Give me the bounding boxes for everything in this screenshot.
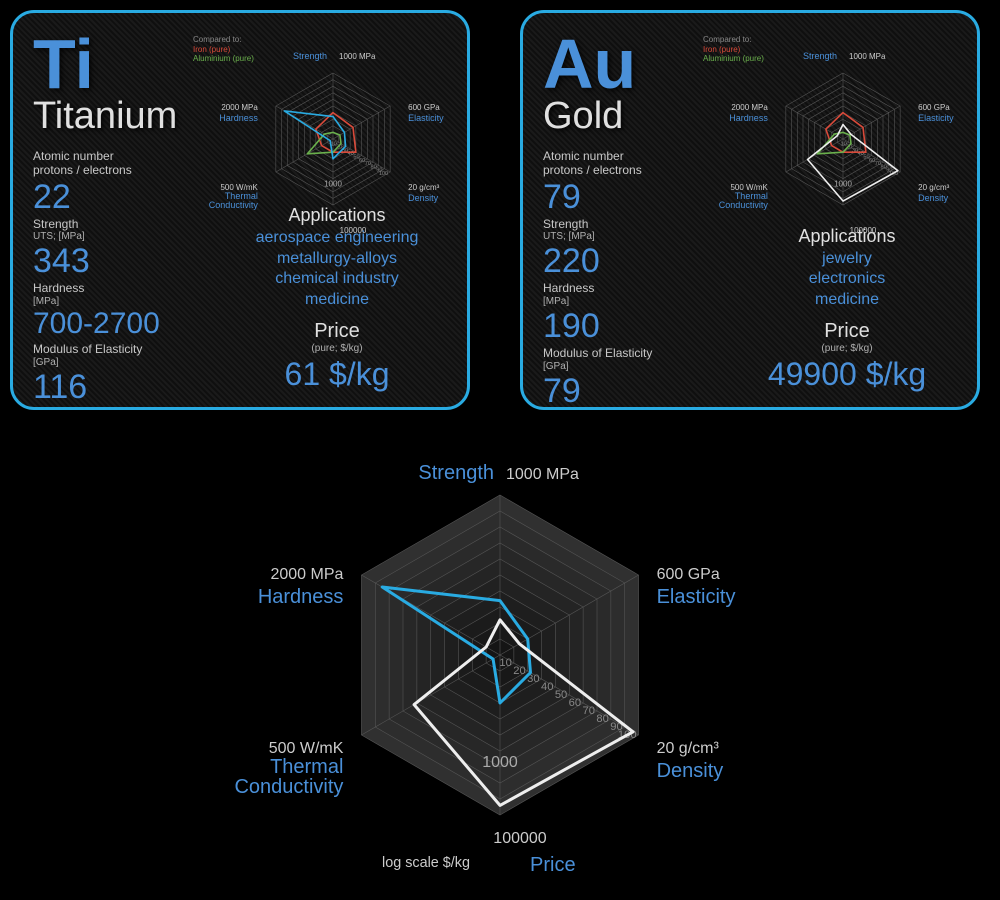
svg-text:Conductivity: Conductivity [234, 776, 343, 798]
applications-list: aerospace engineeringmetallurgy-alloysch… [227, 228, 447, 311]
application-item: jewelry [737, 249, 957, 270]
svg-text:Strength: Strength [418, 462, 494, 484]
svg-text:100000: 100000 [493, 830, 546, 847]
svg-text:10: 10 [499, 657, 511, 669]
applications-list: jewelryelectronicsmedicine [737, 249, 957, 311]
svg-text:Hardness: Hardness [258, 586, 344, 608]
price-block: Price (pure; $/kg) 61 $/kg [227, 320, 447, 393]
svg-text:Strength: Strength [803, 51, 837, 61]
svg-text:100: 100 [379, 171, 388, 177]
compare-legend: Compared to: Iron (pure) Aluminium (pure… [703, 35, 764, 64]
svg-text:2000 MPa: 2000 MPa [221, 103, 258, 112]
svg-text:600 GPa: 600 GPa [408, 103, 440, 112]
price-title: Price [737, 320, 957, 343]
svg-text:500 W/mK: 500 W/mK [269, 740, 344, 757]
svg-text:1000 MPa: 1000 MPa [339, 52, 376, 61]
applications-block: Applications jewelryelectronicsmedicine [737, 226, 957, 311]
svg-text:Conductivity: Conductivity [719, 200, 769, 210]
svg-text:500 W/mK: 500 W/mK [730, 183, 768, 192]
svg-text:60: 60 [569, 697, 581, 709]
application-item: electronics [737, 269, 957, 290]
application-item: chemical industry [227, 269, 447, 290]
application-item: medicine [227, 290, 447, 311]
compare-legend: Compared to: Iron (pure) Aluminium (pure… [193, 35, 254, 64]
price-value: 61 $/kg [227, 356, 447, 393]
svg-text:Strength: Strength [293, 51, 327, 61]
big-radar-svg: 1020304050607080901001000Strength1000 MP… [220, 430, 780, 880]
svg-text:50: 50 [555, 689, 567, 701]
mini-radar-au: Compared to: Iron (pure) Aluminium (pure… [703, 27, 963, 237]
svg-text:Elasticity: Elasticity [918, 113, 954, 123]
svg-text:log scale $/kg: log scale $/kg [382, 855, 470, 871]
svg-text:70: 70 [583, 705, 595, 717]
applications-title: Applications [227, 205, 447, 226]
svg-text:20 g/cm³: 20 g/cm³ [408, 183, 439, 192]
svg-text:80: 80 [596, 713, 608, 725]
svg-text:Elasticity: Elasticity [657, 586, 736, 608]
svg-text:1000: 1000 [834, 180, 852, 189]
application-item: medicine [737, 290, 957, 311]
svg-text:20 g/cm³: 20 g/cm³ [918, 183, 949, 192]
svg-text:2000 MPa: 2000 MPa [731, 103, 768, 112]
svg-text:Hardness: Hardness [729, 113, 768, 123]
svg-text:20 g/cm³: 20 g/cm³ [657, 740, 720, 757]
svg-text:600 GPa: 600 GPa [657, 566, 720, 583]
element-card-au: Au Gold Atomic number protons / electron… [520, 10, 980, 410]
comparison-radar: 1020304050607080901001000Strength1000 MP… [220, 430, 780, 880]
svg-text:40: 40 [541, 681, 553, 693]
application-item: metallurgy-alloys [227, 249, 447, 270]
svg-text:Thermal: Thermal [270, 756, 343, 778]
svg-text:Price: Price [530, 854, 576, 876]
applications-block: Applications aerospace engineeringmetall… [227, 205, 447, 311]
svg-text:1000 MPa: 1000 MPa [849, 52, 886, 61]
svg-text:1000: 1000 [324, 180, 342, 189]
application-item: aerospace engineering [227, 228, 447, 249]
price-value: 49900 $/kg [737, 356, 957, 393]
price-title: Price [227, 320, 447, 343]
svg-text:Hardness: Hardness [219, 113, 258, 123]
svg-text:Density: Density [918, 193, 949, 203]
applications-title: Applications [737, 226, 957, 247]
svg-text:1000: 1000 [482, 754, 518, 771]
svg-text:1000 MPa: 1000 MPa [506, 466, 579, 483]
svg-text:2000 MPa: 2000 MPa [270, 566, 343, 583]
element-card-ti: Ti Titanium Atomic number protons / elec… [10, 10, 470, 410]
svg-text:500 W/mK: 500 W/mK [220, 183, 258, 192]
svg-text:20: 20 [513, 665, 525, 677]
price-block: Price (pure; $/kg) 49900 $/kg [737, 320, 957, 393]
svg-text:Elasticity: Elasticity [408, 113, 444, 123]
svg-text:Density: Density [408, 193, 439, 203]
price-sublabel: (pure; $/kg) [227, 343, 447, 354]
price-sublabel: (pure; $/kg) [737, 343, 957, 354]
svg-text:600 GPa: 600 GPa [918, 103, 950, 112]
svg-text:Density: Density [657, 760, 724, 782]
